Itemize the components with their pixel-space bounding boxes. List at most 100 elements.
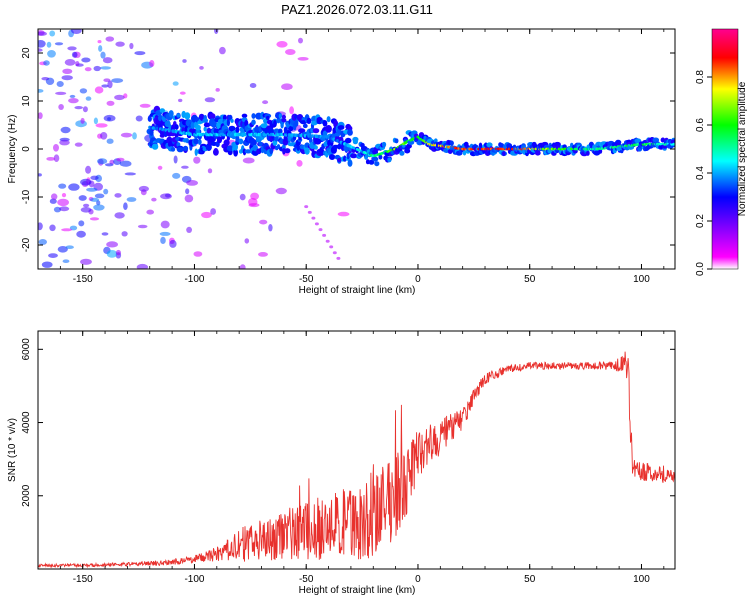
spectrogram-band-blob [194, 148, 198, 156]
spectrogram-noise-blob [64, 59, 76, 66]
spectrogram-noise-blob [207, 168, 213, 174]
spectrogram-band-blob [304, 147, 310, 155]
spectrogram-band-blob [230, 118, 234, 123]
spectrogram-noise-blob [102, 57, 113, 64]
spectrogram-band-blob [190, 121, 195, 129]
spectrogram-noise-blob [193, 156, 201, 164]
spectrogram-band-blob [478, 142, 483, 148]
spectrogram-band-blob [462, 150, 467, 156]
spectrogram-band-blob [226, 136, 230, 141]
spectrogram-band-blob [278, 128, 283, 135]
spectrogram-band-blob [216, 136, 223, 144]
spectrogram-band-blob [202, 118, 209, 123]
spectrogram-noise-blob [55, 91, 67, 95]
spectrogram-band-blob [251, 113, 256, 119]
colorbar-tick-label: 0.6 [695, 118, 706, 132]
spectrogram-band-blob [352, 139, 358, 145]
spectrogram-noise-blob [159, 231, 171, 236]
spectrogram-band-blob [328, 154, 336, 160]
spectrogram-band-blob [250, 139, 257, 147]
spectrogram-noise-blob [61, 193, 67, 198]
spectrogram-noise-blob [219, 46, 226, 55]
spectrogram-noise-blob [58, 104, 64, 110]
spectrogram-noise-blob [114, 193, 122, 198]
spectrogram-y-ticks: -20 -10 0 10 20 [21, 47, 675, 252]
spectrogram-noise-blob [60, 126, 71, 134]
spectrogram-noise-blob [65, 245, 74, 249]
spectrogram-band-blob [184, 112, 191, 120]
spectrogram-noise-blob [76, 230, 86, 238]
spectrogram-noise-blob [80, 178, 92, 186]
spectrogram-noise-blob [106, 100, 115, 106]
spectrogram-band-blob [447, 149, 453, 154]
spectrogram-noise-blob [172, 172, 181, 179]
spectrogram-noise-blob [80, 117, 85, 124]
spectrogram-noise-blob [214, 29, 219, 34]
spectrogram-noise-blob [103, 188, 109, 195]
snr-x-tick-label: 100 [633, 574, 650, 585]
spectrogram-band-blob [598, 148, 603, 154]
snr-y-tick-label: 6000 [21, 338, 32, 361]
spectrogram-noise-blob [97, 158, 108, 165]
spectrogram-noise-blob [172, 81, 179, 86]
chart-title: PAZ1.2026.072.03.11.G11 [281, 2, 433, 17]
spectrogram-band-blob [233, 143, 239, 151]
spectrogram-noise-blob [49, 30, 56, 37]
spectrogram-band-blob [223, 139, 230, 146]
spectrogram-noise-blob [54, 42, 64, 46]
spectrogram-noise-blob [173, 155, 178, 164]
spectrogram-noise-blob [149, 60, 155, 67]
spectrogram-band-blob [203, 122, 211, 128]
spectrogram-noise-blob [68, 183, 80, 191]
spectrogram-noise-blob [314, 222, 319, 226]
spectrogram-band-blob [211, 120, 218, 128]
spectrogram-band-blob [228, 125, 236, 132]
spectrogram-noise-blob [62, 259, 70, 264]
spectrogram-band-blob [350, 153, 358, 159]
spectrogram-band-blob [337, 125, 345, 130]
spectrogram-noise-blob [121, 231, 128, 237]
spectrogram-x-tick-label: -150 [73, 274, 93, 285]
spectrogram-x-tick-label: 50 [524, 274, 536, 285]
spectrogram-band-blob [449, 140, 454, 146]
spectrogram-noise-blob [181, 165, 189, 169]
spectrogram-noise-blob [61, 228, 73, 232]
spectrogram-noise-blob [89, 217, 100, 221]
snr-x-tick-label: 0 [415, 574, 421, 585]
spectrogram-noise-blob [106, 250, 118, 258]
spectrogram-noise-blob [337, 211, 350, 217]
colorbar-tick-label: 0.8 [695, 70, 706, 84]
spectrogram-band-blob [281, 114, 286, 120]
spectrogram-band-blob [502, 151, 506, 157]
colorbar-tick-label: 0.0 [695, 262, 706, 276]
spectrogram-noise-blob [298, 37, 303, 44]
snr-x-tick-label: -150 [73, 574, 93, 585]
spectrogram-noise-blob [69, 225, 78, 231]
spectrogram-noise-blob [57, 198, 69, 207]
colorbar-gradient [711, 28, 739, 270]
spectrogram-band-blob [226, 145, 234, 152]
snr-series-line [38, 351, 675, 569]
spectrogram-noise-blob [289, 106, 294, 115]
spectrogram-noise-blob [82, 106, 88, 113]
spectrogram-band-blob [235, 135, 240, 143]
snr-y-ticks: 2000 4000 6000 [21, 338, 675, 507]
spectrogram-band-blob [660, 137, 666, 143]
spectrogram-noise-blob [139, 103, 151, 108]
spectrogram-noise-blob [101, 232, 109, 236]
spectrogram-noise-blob [83, 203, 90, 208]
spectrogram-noise-blob [132, 132, 137, 140]
spectrogram-noise-blob [97, 40, 102, 44]
spectrogram-noise-blob [123, 202, 128, 210]
spectrogram-noise-blob [244, 238, 250, 244]
snr-x-tick-label: -50 [299, 574, 314, 585]
spectrogram-marks [38, 29, 675, 269]
colorbar: 0.0 0.2 0.4 0.6 0.8 Normalized spectral ampl… [695, 28, 748, 276]
spectrogram-band-blob [252, 144, 258, 152]
colorbar-tick-label: 0.2 [695, 214, 706, 228]
spectrogram-ridge-point [672, 142, 675, 146]
spectrogram-noise-blob [74, 142, 83, 147]
spectrogram-noise-blob [100, 51, 106, 59]
spectrogram-noise-blob [38, 239, 47, 245]
spectrogram-noise-blob [210, 208, 217, 215]
